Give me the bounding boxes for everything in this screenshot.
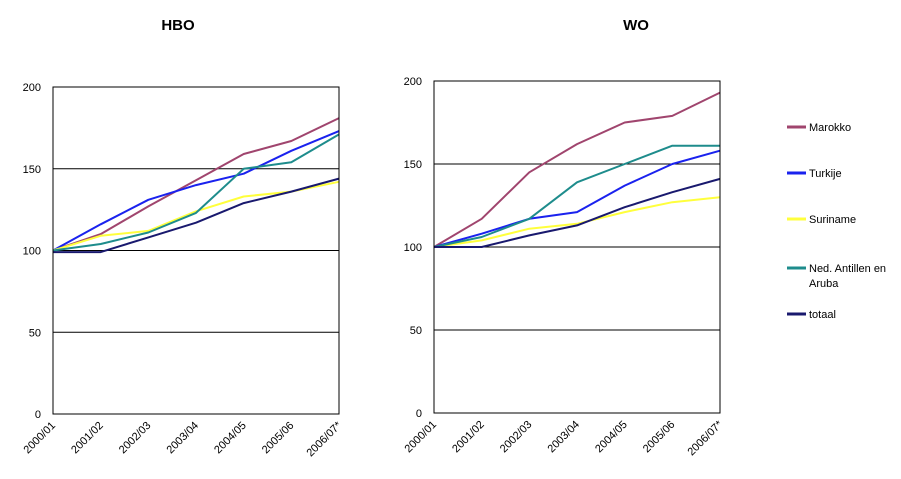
series-line-totaal [53,177,340,254]
series-lines [52,117,340,254]
x-tick-label: 2000/01 [22,420,59,457]
x-tick-labels: 2000/01 2001/02 2002/03 2003/04 2004/05 … [22,419,345,459]
y-tick-label: 50 [410,325,422,337]
legend-label: Ned. Antillen en [809,263,886,275]
x-tick-label: 2004/05 [212,420,249,457]
series-line-turkije [52,130,340,252]
x-tick-label: 2000/01 [403,419,440,456]
x-tick-label: 2003/04 [546,419,583,456]
legend-label: Marokko [809,122,851,134]
legend-item-turkije: Turkije [787,168,842,180]
x-tick-label: 2002/03 [117,420,154,457]
y-tick-label: 200 [23,82,41,94]
series-lines [433,91,721,248]
series-line-marokko [52,117,340,252]
hbo-panel: HBO 0 50 100 150 200 2000/01 2001/02 200… [22,17,345,459]
x-tick-label: 2006/07* [685,418,725,458]
y-tick-label: 200 [404,76,422,88]
x-tick-label: 2002/03 [498,419,535,456]
legend-label: Turkije [809,168,842,180]
gridlines [53,86,339,415]
plot-area-border [433,80,721,414]
legend-item-marokko: Marokko [787,122,851,134]
series-line-ned-antillen-en-aruba [433,144,720,248]
series-line-marokko [433,91,721,248]
series-line-totaal [434,177,721,248]
y-tick-label: 150 [23,164,41,176]
y-tick-labels: 0 50 100 150 200 [404,76,422,420]
x-tick-labels: 2000/01 2001/02 2002/03 2003/04 2004/05 … [403,418,726,458]
x-tick-label: 2003/04 [165,420,202,457]
y-tick-label: 50 [29,327,41,339]
y-tick-label: 150 [404,159,422,171]
wo-panel: WO 0 50 100 150 200 2000/01 2001/02 2002… [403,17,726,458]
legend: Marokko Turkije Suriname Ned. Antillen e… [787,122,886,321]
x-tick-label: 2001/02 [69,420,106,457]
series-line-ned-antillen-en-aruba [52,133,340,252]
series-line-suriname [52,180,340,252]
legend-item-totaal: totaal [787,309,836,321]
x-tick-label: 2005/06 [260,420,297,457]
plot-frame [52,86,340,415]
chart-title: WO [623,17,649,34]
x-tick-label: 2006/07* [304,419,344,459]
plot-area-border [52,86,340,415]
legend-label: totaal [809,309,836,321]
series-line-suriname [433,196,721,248]
legend-item-ned-antillen-aruba: Ned. Antillen en Aruba [787,263,886,290]
chart-title: HBO [161,17,195,34]
x-tick-label: 2001/02 [450,419,487,456]
y-tick-label: 0 [35,409,41,421]
legend-label: Suriname [809,214,856,226]
x-tick-label: 2005/06 [641,419,678,456]
legend-label-line2: Aruba [809,278,839,290]
y-tick-label: 100 [23,246,41,258]
y-tick-label: 0 [416,408,422,420]
x-tick-label: 2004/05 [593,419,630,456]
y-tick-label: 100 [404,242,422,254]
plot-frame [433,80,721,414]
legend-item-suriname: Suriname [787,214,856,226]
y-tick-labels: 0 50 100 150 200 [23,82,41,421]
series-line-turkije [433,149,721,248]
